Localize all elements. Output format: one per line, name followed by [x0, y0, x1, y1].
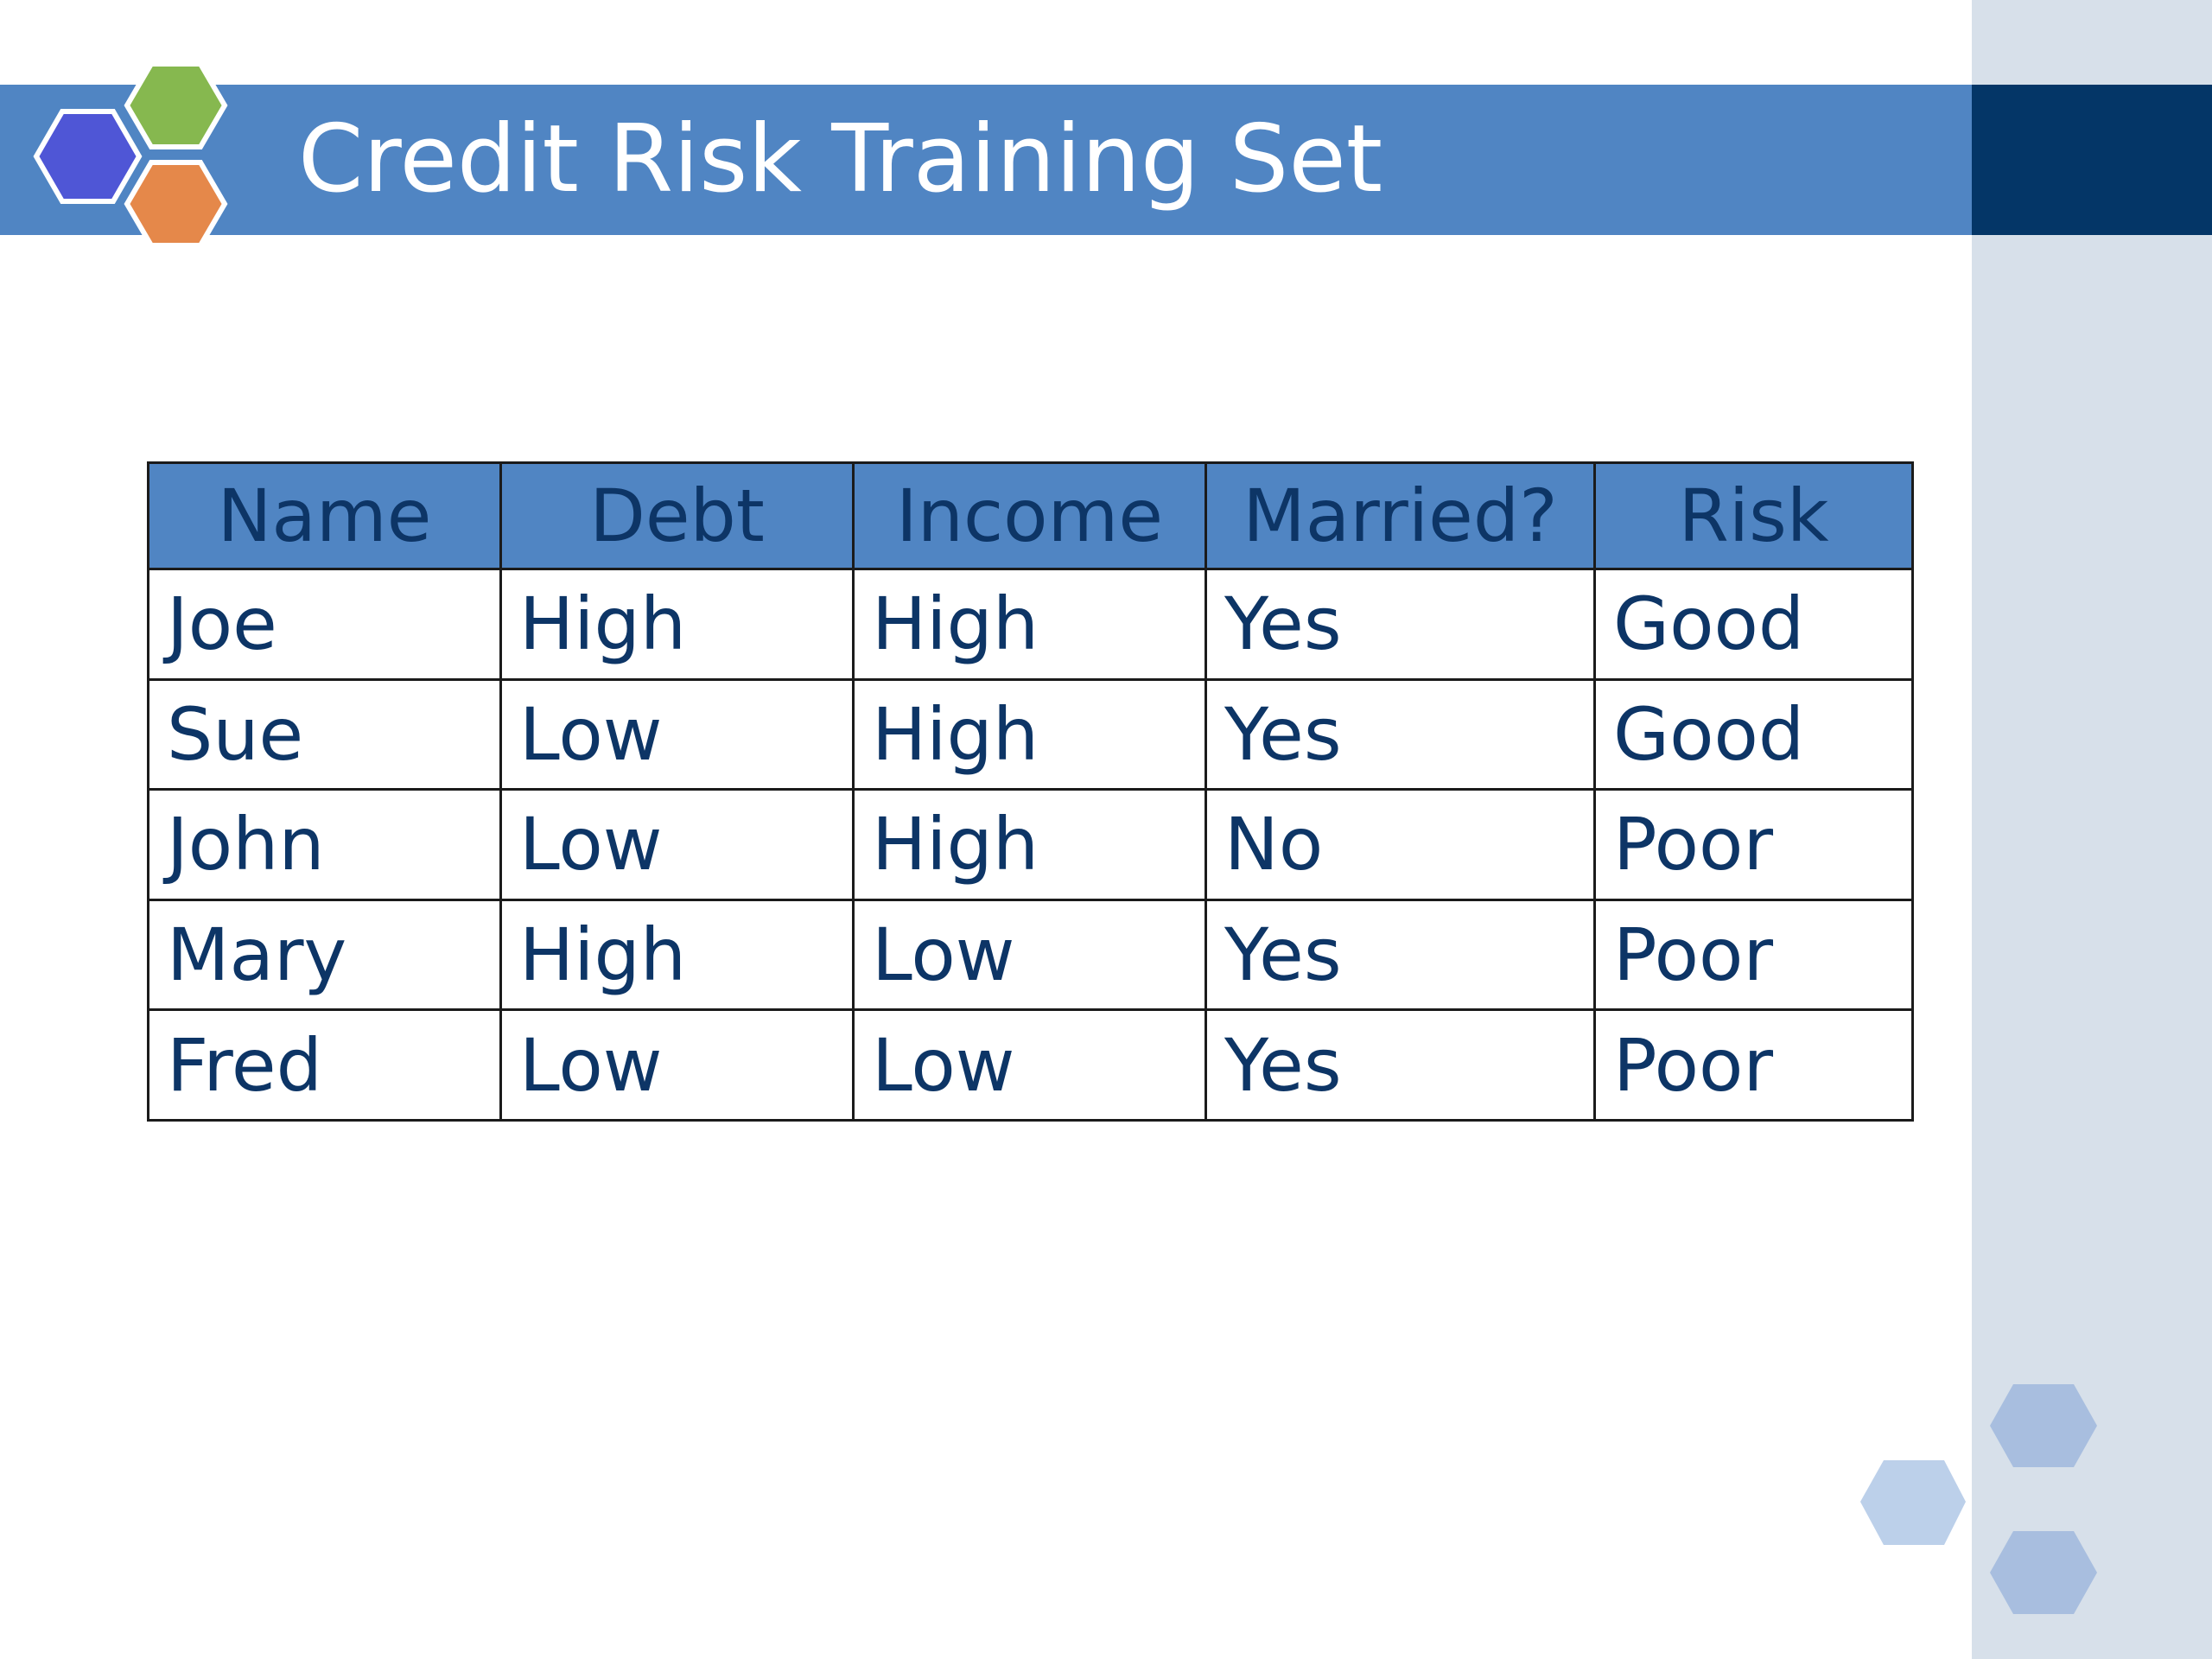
table-row: Mary High Low Yes Poor	[147, 898, 1914, 1012]
table-row: Joe High High Yes Good	[147, 568, 1914, 681]
table-row: John Low High No Poor	[147, 788, 1914, 901]
cell-debt: High	[499, 568, 855, 681]
side-panel	[1972, 0, 2212, 1659]
table-header-row: Name Debt Income Married? Risk	[147, 461, 1914, 570]
training-set-table-wrapper: Name Debt Income Married? Risk Joe High …	[147, 461, 1914, 1122]
light-hexagon-icon	[1990, 1531, 2097, 1614]
cell-income: High	[852, 568, 1207, 681]
light-hexagon-icon	[1860, 1460, 1966, 1545]
header-income: Income	[852, 461, 1207, 570]
cell-debt: Low	[499, 788, 855, 901]
cell-name: Sue	[147, 677, 502, 791]
cell-married: Yes	[1205, 568, 1596, 681]
cell-risk: Good	[1593, 568, 1914, 681]
cell-income: High	[852, 677, 1207, 791]
cell-income: High	[852, 788, 1207, 901]
cell-income: Low	[852, 1008, 1207, 1122]
cell-name: John	[147, 788, 502, 901]
cell-risk: Poor	[1593, 898, 1914, 1012]
title-bar	[0, 85, 1972, 235]
cell-risk: Good	[1593, 677, 1914, 791]
cell-debt: High	[499, 898, 855, 1012]
decorative-hexagons-icon	[1860, 1384, 2097, 1614]
cell-married: Yes	[1205, 677, 1596, 791]
header-name: Name	[147, 461, 502, 570]
header-risk: Risk	[1593, 461, 1914, 570]
cell-married: Yes	[1205, 898, 1596, 1012]
cell-married: Yes	[1205, 1008, 1596, 1122]
table-row: Fred Low Low Yes Poor	[147, 1008, 1914, 1122]
cell-debt: Low	[499, 677, 855, 791]
cell-debt: Low	[499, 1008, 855, 1122]
title-bar-accent	[1972, 85, 2212, 235]
header-married: Married?	[1205, 461, 1596, 570]
slide-title: Credit Risk Training Set	[298, 105, 1383, 213]
cell-income: Low	[852, 898, 1207, 1012]
green-hexagon-icon	[124, 61, 228, 149]
blue-hexagon-icon	[33, 109, 143, 204]
cell-risk: Poor	[1593, 788, 1914, 901]
light-hexagon-icon	[1990, 1384, 2097, 1467]
hexagon-logo-icon	[33, 61, 228, 248]
training-set-table: Name Debt Income Married? Risk Joe High …	[147, 461, 1914, 1122]
cell-name: Fred	[147, 1008, 502, 1122]
header-debt: Debt	[499, 461, 855, 570]
table-row: Sue Low High Yes Good	[147, 677, 1914, 791]
cell-married: No	[1205, 788, 1596, 901]
cell-name: Joe	[147, 568, 502, 681]
orange-hexagon-icon	[124, 160, 228, 248]
cell-name: Mary	[147, 898, 502, 1012]
cell-risk: Poor	[1593, 1008, 1914, 1122]
